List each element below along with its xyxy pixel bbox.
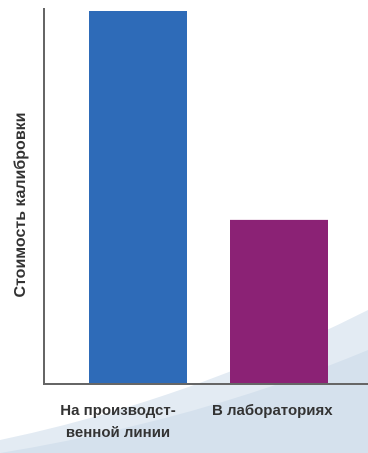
x-tick-label-laboratories: В лабораториях — [212, 402, 333, 419]
bar-laboratories — [230, 219, 328, 384]
x-tick-label-production-line: На производст- венной линии — [60, 402, 176, 441]
y-axis-label: Стоимость калибровки — [12, 112, 29, 298]
bar-production-line — [89, 11, 187, 384]
